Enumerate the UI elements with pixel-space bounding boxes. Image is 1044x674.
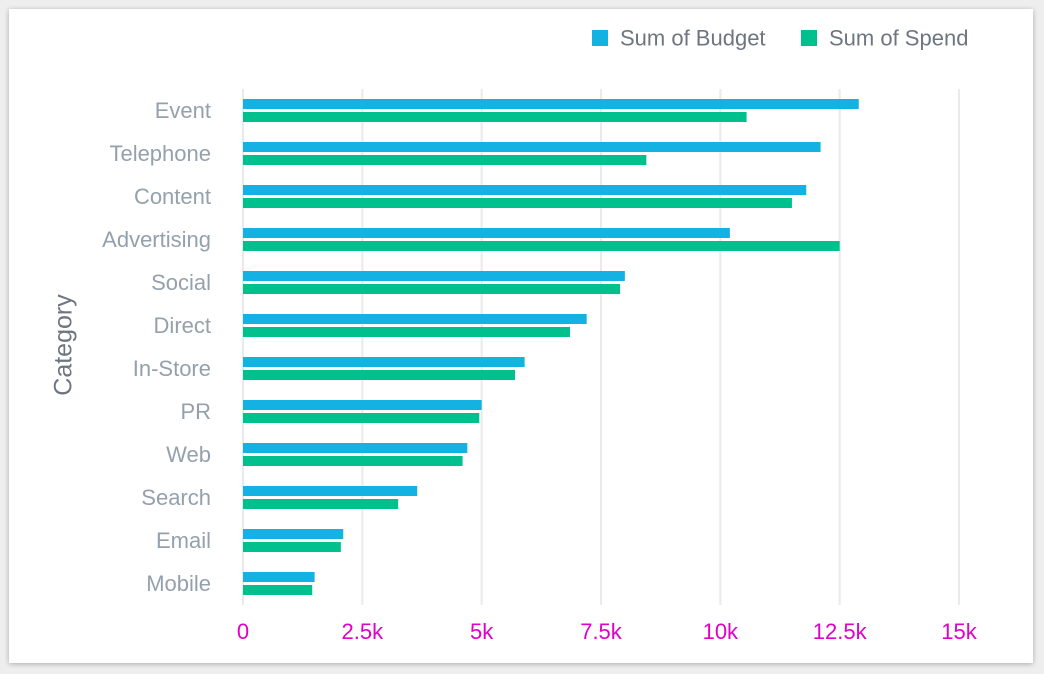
spend-bar	[243, 456, 463, 466]
category-label: PR	[180, 399, 211, 424]
spend-bar	[243, 327, 570, 337]
budget-bar	[243, 228, 730, 238]
bar-chart: Event Telephone Content Advertising Social Di…	[50, 26, 978, 645]
x-tick-label: 12.5k	[813, 619, 868, 644]
x-tick-label: 2.5k	[342, 619, 385, 644]
category-label: Direct	[154, 313, 211, 338]
budget-bar	[243, 400, 482, 410]
spend-bar	[243, 284, 621, 294]
budget-bar	[243, 572, 315, 582]
budget-bar	[243, 99, 859, 109]
spend-bar	[243, 542, 341, 552]
bars	[243, 99, 859, 595]
budget-bar	[243, 486, 418, 496]
legend-spend-label: Sum of Spend	[829, 26, 968, 51]
budget-bar	[243, 529, 344, 539]
category-label: Mobile	[146, 571, 211, 596]
budget-bar	[243, 357, 525, 367]
legend: Sum of Budget Sum of Spend	[592, 26, 968, 51]
budget-bar	[243, 314, 587, 324]
budget-bar	[243, 142, 821, 152]
spend-bar	[243, 155, 647, 165]
category-labels: Event Telephone Content Advertising Social Di…	[102, 98, 211, 596]
x-tick-label: 7.5k	[580, 619, 623, 644]
chart-card: Event Telephone Content Advertising Social Di…	[9, 9, 1033, 663]
spend-bar	[243, 585, 313, 595]
category-label: Social	[151, 270, 211, 295]
x-tick-labels: 0 2.5k 5k 7.5k 10k 12.5k 15k	[237, 619, 978, 644]
x-tick-label: 15k	[941, 619, 977, 644]
legend-budget-swatch	[592, 30, 608, 46]
category-label: In-Store	[133, 356, 211, 381]
gridlines	[242, 89, 960, 605]
category-label: Email	[156, 528, 211, 553]
legend-budget-label: Sum of Budget	[620, 26, 766, 51]
category-label: Advertising	[102, 227, 211, 252]
spend-bar	[243, 241, 840, 251]
category-label: Event	[155, 98, 211, 123]
legend-spend-swatch	[801, 30, 817, 46]
category-label: Content	[134, 184, 211, 209]
category-label: Search	[141, 485, 211, 510]
budget-bar	[243, 443, 468, 453]
spend-bar	[243, 499, 399, 509]
category-label: Web	[166, 442, 211, 467]
budget-bar	[243, 271, 625, 281]
spend-bar	[243, 198, 792, 208]
spend-bar	[243, 112, 747, 122]
spend-bar	[243, 413, 480, 423]
x-tick-label: 0	[237, 619, 249, 644]
x-tick-label: 10k	[703, 619, 739, 644]
category-label: Telephone	[109, 141, 211, 166]
y-axis-title: Category	[50, 294, 78, 396]
budget-bar	[243, 185, 807, 195]
spend-bar	[243, 370, 516, 380]
x-tick-label: 5k	[470, 619, 494, 644]
